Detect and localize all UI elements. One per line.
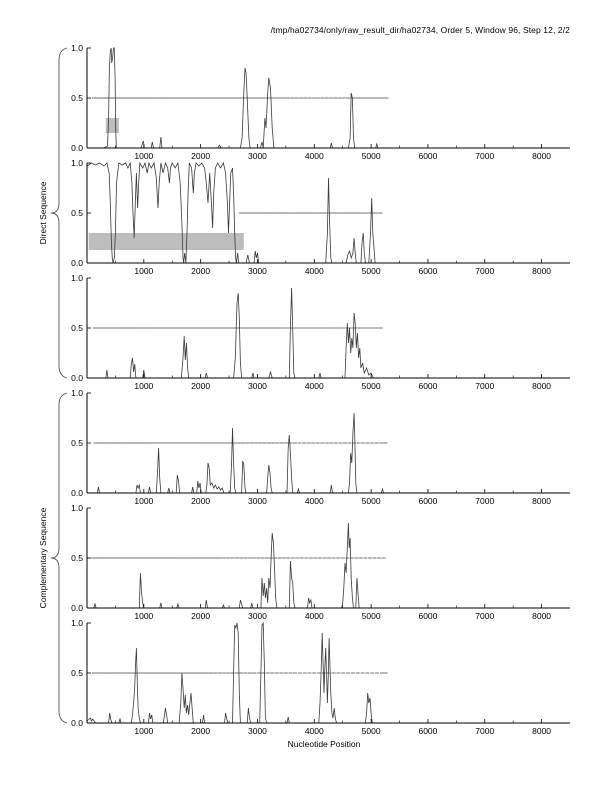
- x-tick-label: 4000: [305, 151, 324, 161]
- x-tick-label: 2000: [191, 726, 210, 736]
- x-tick-label: 6000: [418, 266, 437, 276]
- x-tick-label: 2000: [191, 266, 210, 276]
- x-tick-label: 3000: [248, 381, 267, 391]
- x-tick-label: 6000: [418, 726, 437, 736]
- x-tick-label: 1000: [134, 611, 153, 621]
- x-tick-label: 5000: [362, 496, 381, 506]
- x-tick-label: 5000: [362, 151, 381, 161]
- y-tick-label: 0.5: [71, 323, 83, 333]
- y-tick-label: 1.0: [71, 273, 83, 283]
- y-tick-label: 1.0: [71, 158, 83, 168]
- signal-line: [86, 621, 570, 724]
- y-tick-label: 1.0: [71, 388, 83, 398]
- complementary-sequence-brace: [50, 392, 68, 724]
- subplot-direct-2: 1000 2000 3000 4000 5000 6000 7000 8000 0.0 0.5 1.…: [71, 158, 570, 276]
- x-tick-label: 8000: [532, 726, 551, 736]
- x-tick-label: 1000: [134, 726, 153, 736]
- figure-title: /tmp/ha02734/only/raw_result_dir/ha02734…: [270, 25, 570, 35]
- subplot-complementary-1: 1000 2000 3000 4000 5000 6000 7000 8000 0.0 0.5 1.…: [71, 388, 570, 506]
- signal-line: [87, 522, 570, 609]
- x-tick-label: 6000: [418, 151, 437, 161]
- x-tick-label: 5000: [362, 726, 381, 736]
- x-tick-label: 8000: [532, 496, 551, 506]
- x-tick-label: 7000: [475, 726, 494, 736]
- x-tick-label: 3000: [248, 496, 267, 506]
- x-tick-label: 3000: [248, 151, 267, 161]
- y-tick-label: 0.5: [71, 668, 83, 678]
- x-tick-label: 4000: [305, 611, 324, 621]
- signal-line: [87, 287, 570, 379]
- x-tick-label: 5000: [362, 266, 381, 276]
- x-tick-label: 4000: [305, 726, 324, 736]
- x-tick-label: 5000: [362, 381, 381, 391]
- x-tick-label: 1000: [134, 151, 153, 161]
- x-axis-title: Nucleotide Position: [287, 739, 361, 749]
- highlight-region: [88, 233, 244, 250]
- y-tick-label: 0.5: [71, 553, 83, 563]
- x-tick-label: 8000: [532, 151, 551, 161]
- x-tick-label: 5000: [362, 611, 381, 621]
- x-tick-label: 2000: [191, 151, 210, 161]
- x-tick-label: 4000: [305, 381, 324, 391]
- x-tick-label: 1000: [134, 266, 153, 276]
- subplot-direct-3: 1000 2000 3000 4000 5000 6000 7000 8000 0.0 0.5 1.…: [71, 273, 570, 391]
- subplot-direct-1: 1000 2000 3000 4000 5000 6000 7000 8000 0.0 0.5 1.…: [71, 43, 570, 161]
- subplot-complementary-2: 1000 2000 3000 4000 5000 6000 7000 8000 0.0 0.5 1.…: [71, 503, 570, 621]
- x-tick-label: 8000: [532, 266, 551, 276]
- x-tick-label: 6000: [418, 611, 437, 621]
- x-tick-label: 1000: [134, 496, 153, 506]
- y-tick-label: 1.0: [71, 618, 83, 628]
- x-tick-label: 3000: [248, 726, 267, 736]
- x-tick-label: 8000: [532, 611, 551, 621]
- x-tick-label: 7000: [475, 381, 494, 391]
- y-tick-label: 0.0: [71, 718, 83, 728]
- x-tick-label: 1000: [134, 381, 153, 391]
- x-tick-label: 2000: [191, 381, 210, 391]
- x-tick-label: 3000: [248, 611, 267, 621]
- y-tick-label: 0.5: [71, 208, 83, 218]
- x-tick-label: 4000: [305, 496, 324, 506]
- y-tick-label: 0.0: [71, 143, 83, 153]
- x-tick-label: 6000: [418, 381, 437, 391]
- y-tick-label: 0.5: [71, 93, 83, 103]
- x-tick-label: 8000: [532, 381, 551, 391]
- x-tick-label: 4000: [305, 266, 324, 276]
- y-tick-label: 0.0: [71, 603, 83, 613]
- subplot-complementary-3: 1000 2000 3000 4000 5000 6000 7000 8000 0.0 0.5 1.…: [71, 618, 570, 736]
- y-tick-label: 0.5: [71, 438, 83, 448]
- x-tick-label: 6000: [418, 496, 437, 506]
- y-tick-label: 0.0: [71, 488, 83, 498]
- x-tick-label: 7000: [475, 151, 494, 161]
- y-tick-label: 0.0: [71, 258, 83, 268]
- y-tick-label: 1.0: [71, 503, 83, 513]
- signal-line: [87, 412, 570, 494]
- x-tick-label: 7000: [475, 611, 494, 621]
- x-tick-label: 7000: [475, 266, 494, 276]
- direct-sequence-brace: [50, 47, 68, 379]
- x-tick-label: 2000: [191, 611, 210, 621]
- x-tick-label: 7000: [475, 496, 494, 506]
- y-tick-label: 1.0: [71, 43, 83, 53]
- y-tick-label: 0.0: [71, 373, 83, 383]
- x-tick-label: 3000: [248, 266, 267, 276]
- x-tick-label: 2000: [191, 496, 210, 506]
